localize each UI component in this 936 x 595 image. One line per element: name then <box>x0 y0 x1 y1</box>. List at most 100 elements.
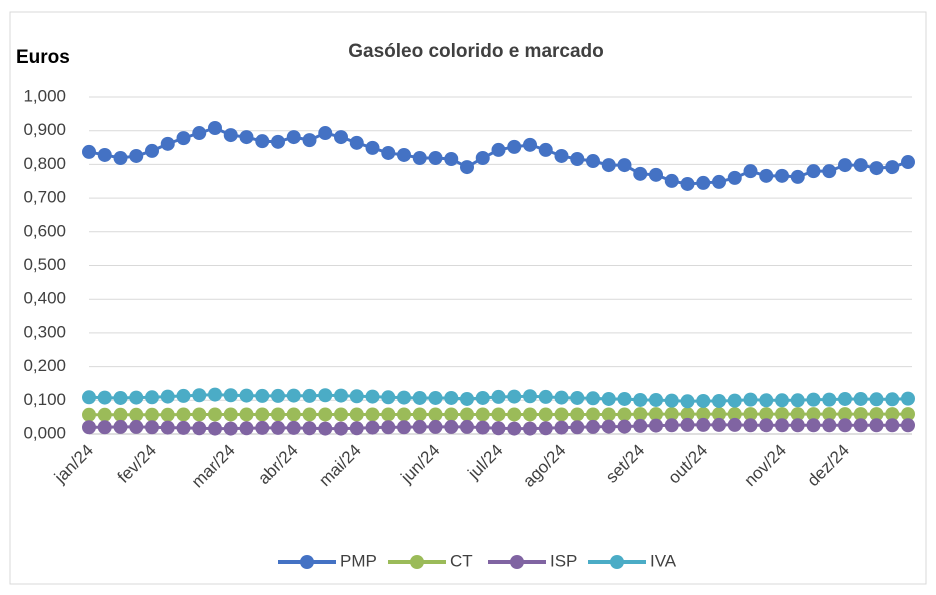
data-point <box>633 166 648 181</box>
data-point <box>223 128 238 143</box>
data-point <box>475 390 490 405</box>
data-point <box>475 150 490 165</box>
data-point <box>806 164 821 179</box>
data-point <box>271 407 285 422</box>
data-point <box>286 420 301 435</box>
data-point <box>523 421 537 436</box>
data-point <box>790 393 805 408</box>
data-point <box>727 170 742 185</box>
data-point <box>727 417 742 432</box>
data-point <box>381 420 396 435</box>
data-point <box>869 161 884 176</box>
data-point <box>491 407 506 422</box>
data-point <box>129 390 144 405</box>
data-point <box>460 160 474 175</box>
data-point <box>743 164 758 179</box>
data-point <box>82 420 96 435</box>
data-point <box>145 420 159 435</box>
data-point <box>680 394 695 409</box>
data-point <box>82 144 96 159</box>
legend-label: IVA <box>650 551 677 570</box>
data-point <box>286 407 301 422</box>
y-tick-label: 0,800 <box>23 154 66 173</box>
data-point <box>775 418 789 433</box>
data-point <box>349 135 364 150</box>
data-point <box>460 391 474 406</box>
data-point <box>712 417 726 432</box>
data-point <box>176 388 191 403</box>
data-point <box>649 392 663 407</box>
data-point <box>570 407 585 422</box>
data-point <box>365 420 380 435</box>
data-point <box>160 389 175 404</box>
data-point <box>885 392 900 407</box>
data-point <box>601 407 616 422</box>
data-point <box>901 418 915 433</box>
data-point <box>475 407 490 422</box>
data-point <box>696 175 711 190</box>
data-point <box>664 407 679 422</box>
data-point <box>460 419 474 434</box>
data-point <box>554 148 569 163</box>
data-point <box>554 420 569 435</box>
data-point <box>885 418 900 433</box>
data-point <box>838 391 852 406</box>
data-point <box>759 418 774 433</box>
data-point <box>712 393 726 408</box>
data-point <box>680 417 695 432</box>
data-point <box>570 152 585 167</box>
data-point <box>397 147 411 162</box>
data-point <box>239 421 254 436</box>
legend-marker <box>410 555 424 569</box>
data-point <box>696 407 711 422</box>
data-point <box>349 407 364 422</box>
data-point <box>680 407 695 422</box>
chart-frame <box>9 11 927 585</box>
data-point <box>491 142 506 157</box>
y-axis-label: Euros <box>16 47 70 68</box>
data-point <box>255 407 270 422</box>
data-point <box>318 388 333 403</box>
data-point <box>365 407 380 422</box>
data-point <box>428 419 443 434</box>
data-point <box>743 407 758 422</box>
data-point <box>160 420 175 435</box>
data-point <box>349 389 364 404</box>
data-point <box>349 421 364 436</box>
data-point <box>302 388 317 403</box>
data-point <box>790 407 805 422</box>
data-point <box>853 158 868 173</box>
data-point <box>145 143 159 158</box>
legend-marker <box>610 555 624 569</box>
data-point <box>853 391 868 406</box>
data-point <box>507 389 522 404</box>
data-point <box>790 169 805 184</box>
data-point <box>601 158 616 173</box>
data-point <box>82 390 96 405</box>
data-point <box>664 418 679 433</box>
data-point <box>538 421 553 436</box>
data-point <box>381 407 396 422</box>
data-point <box>318 126 333 141</box>
data-point <box>302 133 317 148</box>
data-point <box>570 390 585 405</box>
data-point <box>853 407 868 422</box>
data-point <box>239 407 254 422</box>
y-tick-label: 0,200 <box>23 356 66 375</box>
data-point <box>302 407 317 422</box>
data-point <box>192 407 207 422</box>
data-point <box>617 407 632 422</box>
data-point <box>869 407 884 422</box>
data-point <box>97 390 112 405</box>
data-point <box>428 390 443 405</box>
data-point <box>475 420 490 435</box>
data-point <box>192 126 207 141</box>
data-point <box>444 390 459 405</box>
y-tick-label: 0,400 <box>23 289 66 308</box>
data-point <box>743 392 758 407</box>
data-point <box>538 407 553 422</box>
data-point <box>838 418 852 433</box>
data-point <box>507 407 522 422</box>
y-tick-label: 0,900 <box>23 120 66 139</box>
data-point <box>586 391 600 406</box>
